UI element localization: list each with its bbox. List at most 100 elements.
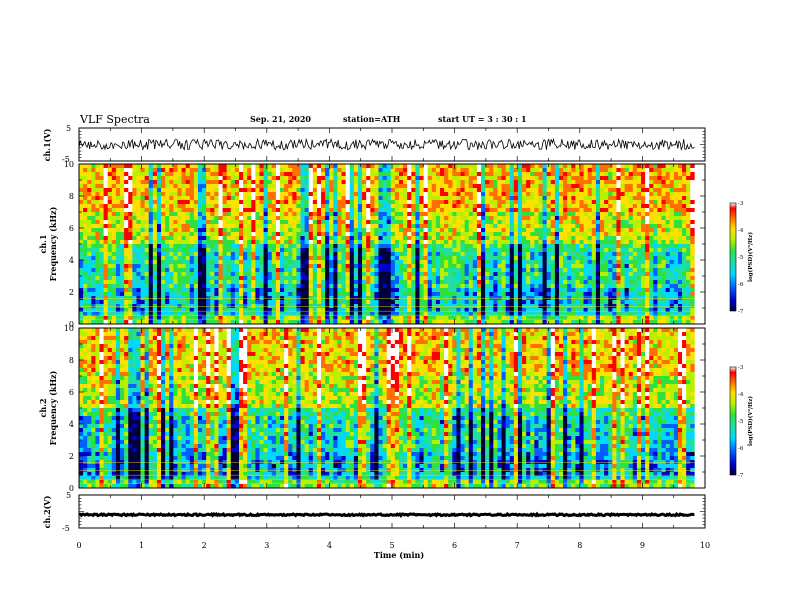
spectrogram-cell	[628, 196, 634, 201]
spectrogram-cell	[587, 172, 593, 177]
spectrogram-cell	[132, 216, 137, 221]
spectrogram-cell	[538, 232, 543, 237]
spectrogram-cell	[91, 216, 96, 221]
spectrogram-cell	[202, 232, 207, 237]
spectrogram-cell	[107, 196, 113, 201]
spectrogram-cell	[407, 252, 412, 257]
spectrogram-cell	[173, 220, 178, 225]
spectrogram-cell	[677, 200, 683, 205]
spectrogram-cell	[575, 176, 580, 181]
spectrogram-cell	[185, 188, 191, 193]
spectrogram-cell	[152, 208, 158, 213]
spectrogram-cell	[600, 212, 605, 217]
spectrogram-cell	[197, 176, 203, 181]
spectrogram-cell	[591, 256, 597, 261]
spectrogram-cell	[476, 284, 482, 289]
spectrogram-cell	[394, 236, 400, 241]
spectrogram-cell	[386, 256, 392, 261]
spectrogram-cell	[419, 232, 424, 237]
spectrogram-cell	[587, 232, 593, 237]
spectrogram-cell	[304, 204, 310, 209]
spectrogram-cell	[431, 224, 437, 229]
spectrogram-cell	[222, 172, 227, 177]
spectrogram-cell	[120, 232, 125, 237]
spectrogram-cell	[554, 260, 560, 265]
spectrogram-cell	[165, 180, 170, 185]
spectrogram-cell	[448, 204, 453, 209]
spectrogram-cell	[476, 264, 482, 269]
spectrogram-cell	[333, 232, 338, 237]
spectrogram-cell	[435, 204, 441, 209]
spectrogram-cell	[284, 272, 289, 277]
spectrogram-cell	[546, 212, 552, 217]
spectrogram-cell	[628, 172, 634, 177]
spectrogram-cell	[316, 192, 322, 197]
spectrogram-cell	[493, 164, 498, 169]
spectrogram-cell	[238, 216, 244, 221]
spectrogram-cell	[600, 188, 605, 193]
spectrogram-cell	[657, 276, 662, 281]
spectrogram-cell	[624, 268, 630, 273]
spectrogram-cell	[583, 264, 588, 269]
spectrogram-cell	[444, 164, 449, 169]
spectrogram-cell	[616, 212, 621, 217]
spectrogram-cell	[517, 248, 523, 253]
spectrogram-cell	[686, 232, 691, 237]
spectrogram-cell	[275, 168, 281, 173]
spectrogram-cell	[337, 240, 342, 245]
spectrogram-cell	[91, 272, 96, 277]
spectrogram-cell	[247, 164, 252, 169]
spectrogram-cell	[193, 244, 199, 249]
spectrogram-cell	[296, 292, 301, 297]
spectrogram-cell	[558, 228, 564, 233]
spectrogram-cell	[247, 228, 252, 233]
spectrogram-cell	[407, 292, 412, 297]
spectrogram-cell	[583, 288, 588, 293]
spectrogram-cell	[99, 224, 104, 229]
spectrogram-cell	[284, 196, 289, 201]
spectrogram-cell	[243, 172, 248, 177]
spectrogram-cell	[595, 232, 601, 237]
spectrogram-cell	[312, 208, 318, 213]
spectrogram-cell	[337, 288, 342, 293]
spectrogram-cell	[181, 212, 186, 217]
spectrogram-cell	[251, 200, 256, 205]
spectrogram-cell	[587, 184, 593, 189]
spectrogram-cell	[173, 164, 178, 169]
spectrogram-cell	[202, 268, 207, 273]
spectrogram-cell	[243, 228, 248, 233]
spectrogram-cell	[271, 176, 277, 181]
spectrogram-cell	[411, 276, 416, 281]
spectrogram-cell	[271, 280, 277, 285]
spectrogram-cell	[591, 244, 597, 249]
spectrogram-cell	[173, 232, 178, 237]
spectrogram-cell	[366, 200, 371, 205]
spectrogram-cell	[132, 208, 137, 213]
spectrogram-cell	[255, 224, 260, 229]
spectrogram-cell	[616, 172, 621, 177]
spectrogram-cell	[542, 256, 547, 261]
spectrogram-cell	[238, 232, 244, 237]
spectrogram-cell	[263, 176, 269, 181]
spectrogram-cell	[370, 196, 375, 201]
spectrogram-cell	[370, 288, 375, 293]
spectrogram-cell	[316, 260, 322, 265]
spectrogram-cell	[259, 288, 264, 293]
spectrogram-cell	[107, 168, 113, 173]
spectrogram-cell	[357, 188, 363, 193]
spectrogram-cell	[280, 264, 285, 269]
spectrogram-cell	[132, 272, 137, 277]
spectrogram-cell	[636, 184, 642, 189]
spectrogram-cell	[407, 236, 412, 241]
spectrogram-cell	[411, 260, 416, 265]
spectrogram-cell	[677, 196, 683, 201]
spectrogram-cell	[308, 216, 314, 221]
spectrogram-cell	[517, 192, 523, 197]
spectrogram-cell	[390, 164, 396, 169]
spectrogram-cell	[595, 164, 601, 169]
spectrogram-cell	[304, 280, 310, 285]
spectrogram-cell	[595, 272, 601, 277]
spectrogram-cell	[419, 168, 424, 173]
spectrogram-cell	[620, 212, 625, 217]
spectrogram-cell	[690, 232, 695, 237]
